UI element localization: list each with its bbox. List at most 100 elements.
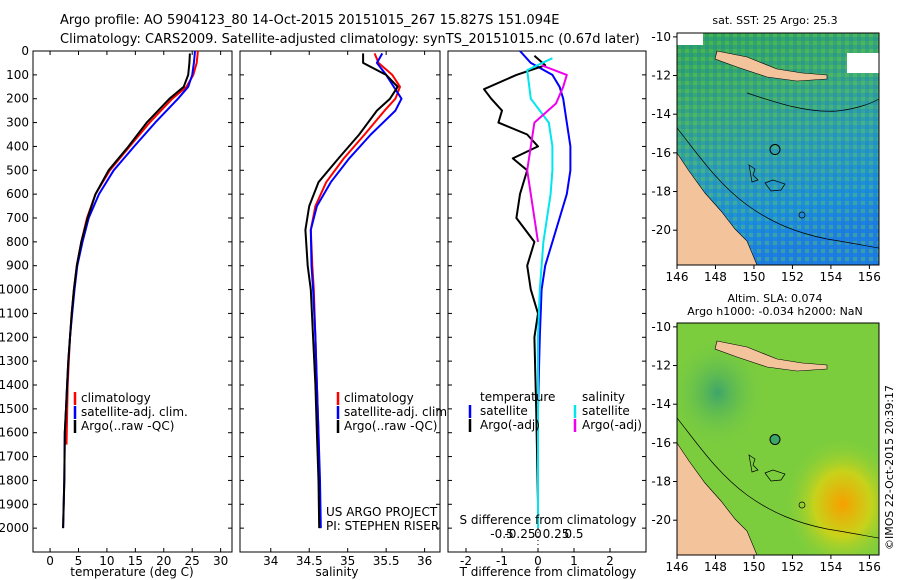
s-tick-label: -0.25: [504, 527, 535, 541]
y-tick-label: 600: [6, 187, 29, 201]
y-tick-label: 800: [6, 235, 29, 249]
y-tick-label: -10: [651, 320, 671, 334]
y-tick-label: 1800: [0, 473, 29, 487]
sst-missing-data: [677, 33, 703, 45]
x-tick-label: 15: [128, 554, 143, 568]
legend-satellite: satellite-adj. clim.: [344, 405, 451, 419]
sst-missing-data: [847, 53, 879, 73]
x-tick-label: 148: [704, 560, 727, 574]
salinity-ticks: 34 34.5 35 35.5 36: [240, 50, 440, 568]
sla-contour: [677, 417, 879, 539]
sst-contour: [746, 92, 879, 112]
legend-climatology: climatology: [81, 391, 151, 405]
s-tick-label: 0: [534, 527, 542, 541]
difference-xlabel-s: S difference from climatology: [460, 513, 637, 527]
panel-salinity: 34 34.5 35 35.5 36 salinity climatology sate…: [239, 50, 451, 579]
x-tick-label: -2: [460, 554, 472, 568]
y-tick-label: 300: [6, 116, 29, 130]
legend-climatology: climatology: [344, 391, 414, 405]
y-tick-label: 1400: [0, 378, 29, 392]
x-tick-label: 20: [156, 554, 171, 568]
y-tick-label: -16: [651, 436, 671, 450]
x-tick-label: 36: [417, 554, 432, 568]
map-sla: Altim. SLA: 0.074 Argo h1000: -0.034 h20…: [651, 292, 880, 574]
y-tick-label: 1900: [0, 497, 29, 511]
x-tick-label: 156: [858, 560, 881, 574]
land-australia: [677, 442, 758, 555]
x-tick-label: 34: [263, 554, 278, 568]
legend-header-salinity: salinity: [582, 390, 625, 404]
x-tick-label: 146: [666, 270, 689, 284]
legend-t-satellite: satellite: [480, 404, 528, 418]
header-line1: Argo profile: AO 5904123_80 14-Oct-2015 …: [60, 13, 559, 28]
project-annotation-2: PI: STEPHEN RISER: [326, 519, 439, 533]
map-sla-frame: [676, 322, 880, 556]
map-sla-title1: Altim. SLA: 0.074: [727, 292, 822, 305]
y-tick-label: 900: [6, 259, 29, 273]
x-tick-label: 148: [704, 270, 727, 284]
argo-float-marker: [769, 144, 781, 156]
series-line-t-satellite: [519, 50, 572, 529]
y-tick-label: 1300: [0, 354, 29, 368]
series-line-argo-raw-qc: [62, 53, 191, 529]
y-tick-label: 400: [6, 139, 29, 153]
reef-outline: [764, 469, 786, 482]
x-tick-label: 152: [781, 270, 804, 284]
y-tick-label: -18: [651, 475, 671, 489]
series-line-satellite-adj-clim: [309, 52, 403, 529]
x-tick-label: 25: [185, 554, 200, 568]
legend-s-argo: Argo(-adj): [582, 418, 642, 432]
x-tick-label: 35.5: [373, 554, 400, 568]
panel-temperature: 0100200300400500600700800900100011001200…: [0, 44, 233, 579]
map-sst-frame: [676, 32, 880, 266]
x-tick-label: 156: [858, 270, 881, 284]
salinity-xlabel: salinity: [315, 565, 358, 579]
y-tick-label: -20: [651, 513, 671, 527]
difference-lines: [483, 50, 572, 529]
x-tick-label: 10: [99, 554, 114, 568]
legend-argo: Argo(..raw -QC): [81, 419, 174, 433]
legend-argo: Argo(..raw -QC): [344, 419, 437, 433]
series-line-s-satellite: [526, 57, 554, 529]
map-sst-plot: [677, 33, 879, 265]
s-tick-label: 0.25: [543, 527, 570, 541]
difference-ticks: -2 -1 0 1 2-0.5-0.250 0.250.5: [448, 50, 646, 568]
x-tick-label: 152: [781, 560, 804, 574]
panel-difference: -2 -1 0 1 2-0.5-0.250 0.250.5 T difference fr…: [447, 50, 647, 579]
y-tick-label: 1200: [0, 330, 29, 344]
map-sla-plot: [677, 323, 879, 555]
panel-salinity-frame: [239, 50, 441, 553]
x-tick-label: 150: [742, 270, 765, 284]
y-tick-label: 2000: [0, 521, 29, 535]
x-tick-label: 34.5: [296, 554, 323, 568]
temperature-legend: climatology satellite-adj. clim. Argo(..…: [73, 391, 188, 433]
temperature-lines: [62, 50, 199, 529]
reef-outline: [798, 211, 806, 219]
y-tick-label: 100: [6, 68, 29, 82]
legend-satellite: satellite-adj. clim.: [81, 405, 188, 419]
panel-temperature-frame: [32, 50, 233, 553]
x-tick-label: 1: [570, 554, 578, 568]
map-sst-title: sat. SST: 25 Argo: 25.3: [712, 14, 837, 27]
map-sla-title2: Argo h1000: -0.034 h2000: NaN: [687, 305, 863, 318]
sst-contour: [677, 127, 879, 249]
series-line-t-argo-adj: [483, 55, 547, 505]
y-tick-label: 1500: [0, 402, 29, 416]
y-tick-label: 200: [6, 92, 29, 106]
legend-t-argo: Argo(-adj): [480, 418, 540, 432]
salinity-lines: [304, 52, 403, 529]
panel-difference-frame: [447, 50, 647, 553]
y-tick-label: 0: [21, 44, 29, 58]
series-line-s-argo-adj: [526, 64, 568, 243]
x-tick-label: 150: [742, 560, 765, 574]
side-stamp: ©IMOS 22-Oct-2015 20:39:17: [883, 385, 896, 550]
x-tick-label: 154: [819, 270, 842, 284]
s-tick-label: -0.5: [490, 527, 513, 541]
reef-outline: [748, 454, 759, 473]
y-tick-label: 1100: [0, 306, 29, 320]
legend-s-satellite: satellite: [582, 404, 630, 418]
x-tick-label: 5: [75, 554, 83, 568]
salinity-legend: climatology satellite-adj. clim. Argo(..…: [336, 391, 451, 433]
map-sla-ticks: 146 148 150 152 154 156 -10 -12 -14 -16 -18 -20: [651, 320, 880, 574]
y-tick-label: 1700: [0, 450, 29, 464]
